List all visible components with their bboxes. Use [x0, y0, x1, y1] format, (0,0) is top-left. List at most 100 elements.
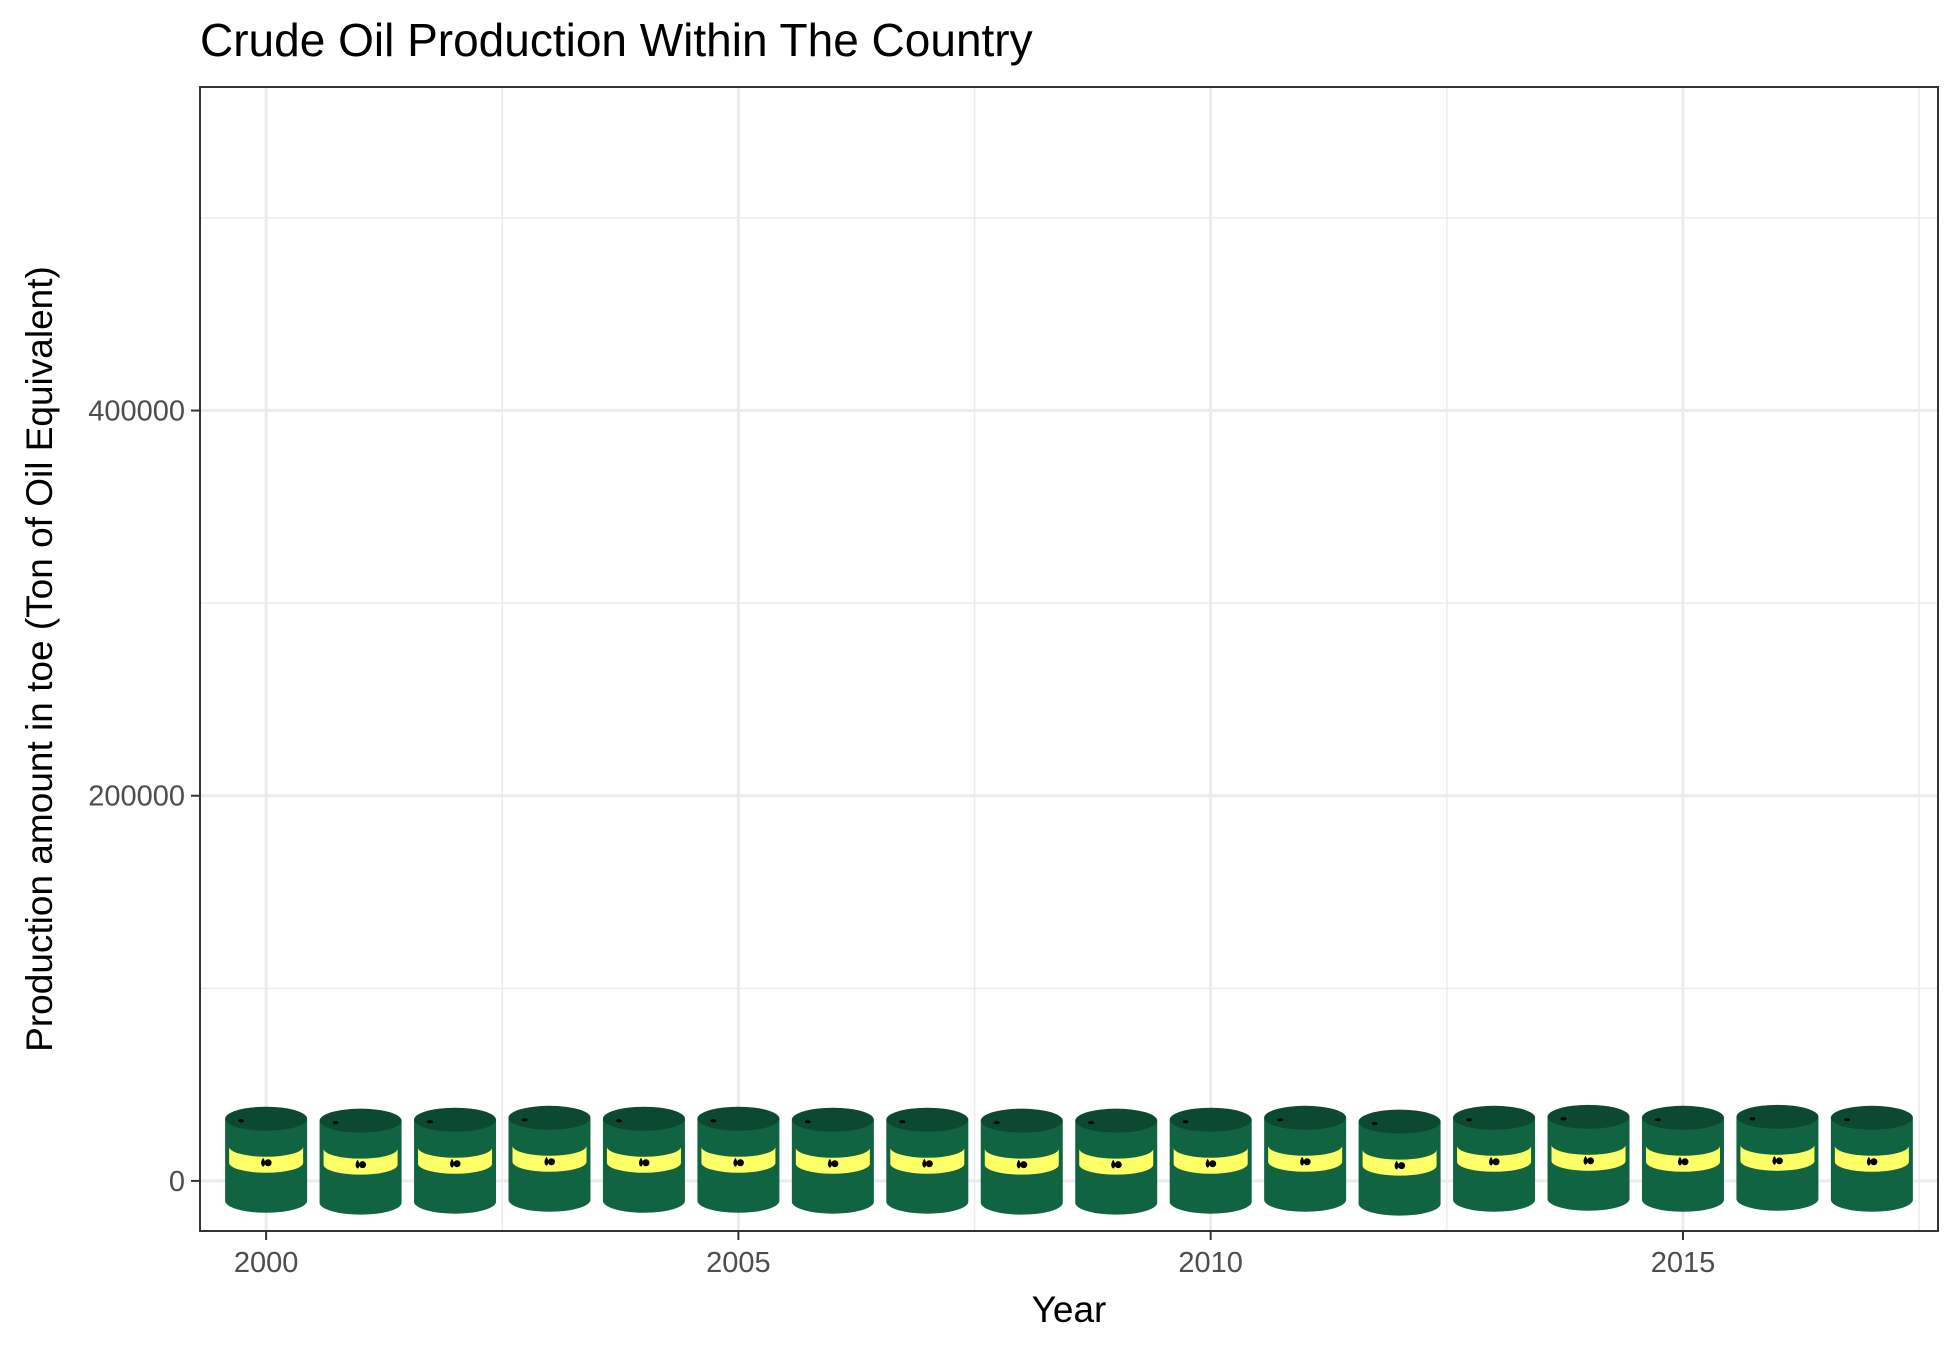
grid-minor	[200, 87, 1938, 1231]
barrel-cap	[332, 1121, 339, 1125]
y-tick-label: 0	[169, 1166, 185, 1198]
oil-drop-icon	[642, 1159, 650, 1167]
oil-drop-icon	[1394, 1160, 1399, 1170]
chart-title: Crude Oil Production Within The Country	[200, 14, 1033, 66]
oil-drop-icon	[1681, 1158, 1689, 1166]
barrel-cap	[993, 1121, 1000, 1125]
barrel-cap	[1277, 1118, 1284, 1122]
data-point-barrel	[1547, 1104, 1630, 1211]
oil-drop-icon	[1492, 1158, 1500, 1166]
barrel-band	[1173, 1147, 1248, 1174]
oil-drop-icon	[638, 1157, 643, 1167]
x-axis: 2000 2005 2010 2015	[234, 1231, 1715, 1279]
oil-drop-icon	[827, 1158, 832, 1168]
oil-drop-icon	[1772, 1155, 1777, 1165]
barrel-lid	[697, 1106, 780, 1131]
barrel-lid	[319, 1108, 402, 1133]
barrel-cap	[804, 1120, 811, 1124]
oil-drop-icon	[925, 1160, 933, 1168]
barrel-lid	[225, 1106, 308, 1131]
barrel-lid	[1358, 1109, 1441, 1134]
barrel-band	[1645, 1145, 1720, 1172]
barrel-band	[1457, 1145, 1532, 1172]
data-point-barrel	[980, 1108, 1063, 1215]
x-tick-label: 2005	[706, 1247, 771, 1279]
barrel-band	[418, 1147, 493, 1174]
barrel-lid	[414, 1107, 497, 1132]
oil-drop-icon	[359, 1161, 367, 1169]
barrel-cap	[899, 1120, 906, 1124]
barrel-lid	[980, 1108, 1063, 1133]
barrel-lid	[1641, 1105, 1724, 1130]
oil-drop-icon	[1300, 1156, 1305, 1166]
barrel-cap	[238, 1119, 245, 1123]
barrel-cap	[615, 1119, 622, 1123]
y-tick-label: 400000	[88, 396, 185, 428]
barrel-cap	[1560, 1117, 1567, 1121]
oil-drop-icon	[1111, 1159, 1116, 1169]
barrel-cap	[1371, 1122, 1378, 1126]
x-tick-label: 2010	[1178, 1247, 1243, 1279]
oil-drop-icon	[1114, 1161, 1122, 1169]
barrel-cap	[521, 1118, 528, 1122]
barrel-lid	[508, 1105, 591, 1130]
panel-border	[199, 86, 1939, 1232]
data-point-barrel	[791, 1107, 874, 1214]
y-axis-title: Production amount in toe (Ton of Oil Equ…	[19, 266, 60, 1052]
barrel-lid	[886, 1107, 969, 1132]
oil-drop-icon	[1020, 1161, 1028, 1169]
data-point-barrel	[319, 1108, 402, 1215]
barrel-band	[984, 1148, 1059, 1175]
x-tick-label: 2000	[234, 1247, 299, 1279]
data-point-barrel	[1264, 1105, 1347, 1212]
barrel-cap	[1088, 1121, 1095, 1125]
barrel-lid	[1453, 1105, 1536, 1130]
oil-drop-icon	[453, 1160, 461, 1168]
data-marks	[225, 1104, 1913, 1216]
barrel-band	[890, 1147, 965, 1174]
data-point-barrel	[602, 1106, 685, 1213]
barrel-lid	[602, 1106, 685, 1131]
barrel-cap	[1182, 1120, 1189, 1124]
barrel-band	[1551, 1144, 1626, 1171]
barrel-band	[1740, 1144, 1815, 1171]
barrel-band	[701, 1146, 776, 1173]
data-point-barrel	[1453, 1105, 1536, 1212]
barrel-lid	[1736, 1104, 1819, 1129]
data-point-barrel	[508, 1105, 591, 1212]
data-point-barrel	[1830, 1105, 1913, 1212]
oil-drop-icon	[1587, 1157, 1595, 1165]
barrel-band	[795, 1147, 870, 1174]
data-point-barrel	[1169, 1107, 1252, 1214]
panel-background	[200, 87, 1938, 1231]
barrel-cap	[427, 1120, 434, 1124]
oil-drop-icon	[1205, 1158, 1210, 1168]
barrel-band	[512, 1145, 587, 1172]
data-point-barrel	[697, 1106, 780, 1213]
oil-drop-icon	[1775, 1157, 1783, 1165]
oil-drop-icon	[733, 1157, 738, 1167]
oil-drop-icon	[1866, 1156, 1871, 1166]
oil-drop-icon	[736, 1159, 744, 1167]
barrel-band	[606, 1146, 681, 1173]
oil-drop-icon	[544, 1156, 549, 1166]
oil-drop-icon	[355, 1159, 360, 1169]
barrel-cap	[1654, 1118, 1661, 1122]
barrel-band	[1362, 1149, 1437, 1176]
x-tick-label: 2015	[1651, 1247, 1716, 1279]
data-point-barrel	[414, 1107, 497, 1214]
barrel-lid	[1075, 1108, 1158, 1133]
oil-drop-icon	[1870, 1158, 1878, 1166]
barrel-cap	[710, 1119, 717, 1123]
data-point-barrel	[1075, 1108, 1158, 1215]
oil-drop-icon	[1303, 1158, 1311, 1166]
oil-drop-icon	[264, 1159, 272, 1167]
barrel-band	[229, 1146, 304, 1173]
oil-drop-icon	[1209, 1160, 1217, 1168]
barrel-band	[1268, 1145, 1343, 1172]
barrel-lid	[1169, 1107, 1252, 1132]
barrel-lid	[1547, 1104, 1630, 1129]
oil-drop-icon	[831, 1160, 839, 1168]
x-axis-title: Year	[1032, 1289, 1107, 1330]
oil-drop-icon	[547, 1158, 555, 1166]
